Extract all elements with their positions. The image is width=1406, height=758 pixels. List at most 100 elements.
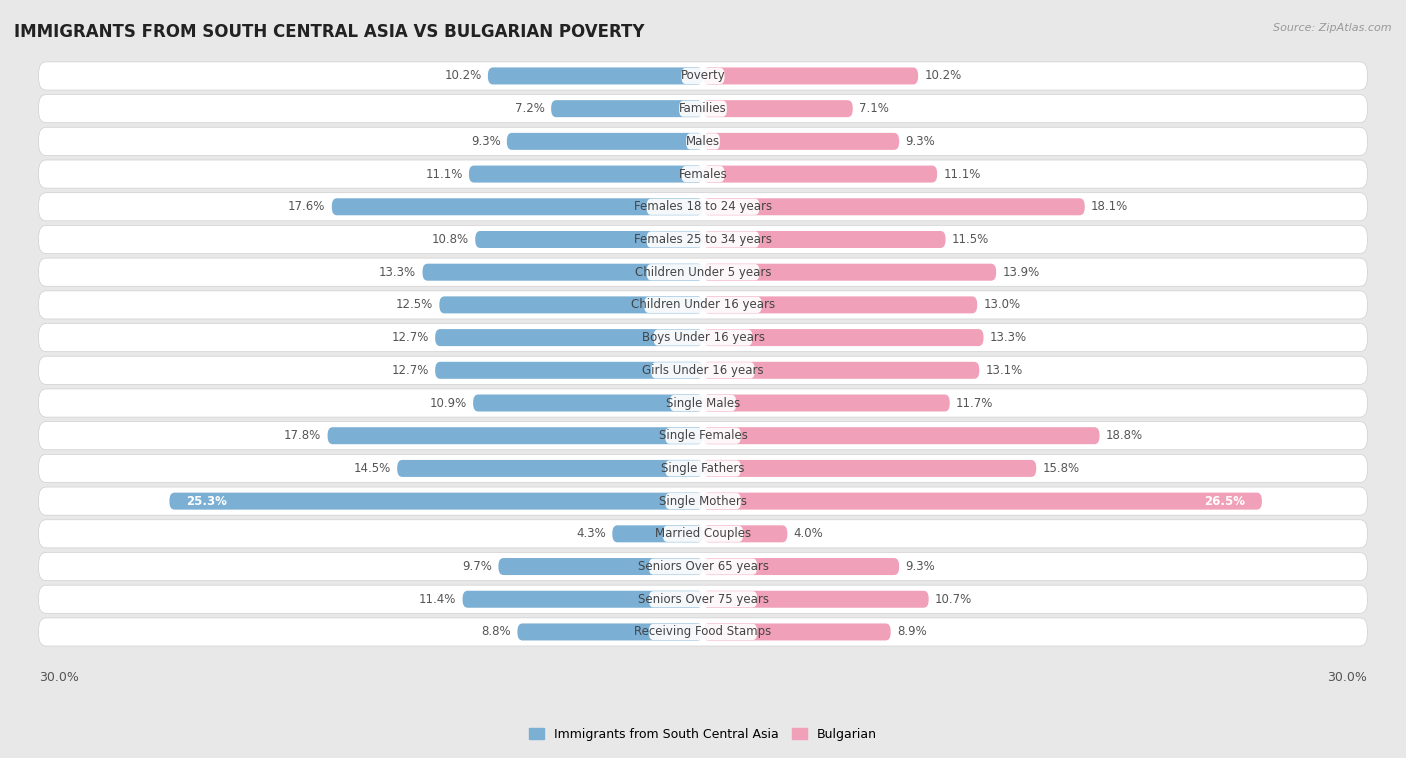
FancyBboxPatch shape — [703, 493, 1263, 509]
Text: 11.1%: 11.1% — [425, 168, 463, 180]
FancyBboxPatch shape — [613, 525, 703, 542]
FancyBboxPatch shape — [703, 199, 1085, 215]
FancyBboxPatch shape — [170, 493, 703, 509]
FancyBboxPatch shape — [650, 624, 756, 640]
FancyBboxPatch shape — [439, 296, 703, 313]
FancyBboxPatch shape — [38, 324, 1367, 352]
FancyBboxPatch shape — [703, 231, 945, 248]
FancyBboxPatch shape — [703, 67, 918, 84]
FancyBboxPatch shape — [38, 258, 1367, 287]
FancyBboxPatch shape — [38, 225, 1367, 253]
Text: 9.3%: 9.3% — [905, 135, 935, 148]
Text: 12.7%: 12.7% — [391, 331, 429, 344]
Text: 10.7%: 10.7% — [935, 593, 972, 606]
FancyBboxPatch shape — [665, 460, 741, 477]
FancyBboxPatch shape — [703, 296, 977, 313]
FancyBboxPatch shape — [328, 428, 703, 444]
Text: Females: Females — [679, 168, 727, 180]
Text: 10.2%: 10.2% — [925, 70, 962, 83]
FancyBboxPatch shape — [488, 67, 703, 84]
Text: 30.0%: 30.0% — [1327, 672, 1367, 684]
Text: Married Couples: Married Couples — [655, 528, 751, 540]
Text: 13.1%: 13.1% — [986, 364, 1022, 377]
FancyBboxPatch shape — [38, 160, 1367, 188]
Text: Single Females: Single Females — [658, 429, 748, 442]
Text: Seniors Over 65 years: Seniors Over 65 years — [637, 560, 769, 573]
FancyBboxPatch shape — [517, 623, 703, 641]
Text: Seniors Over 75 years: Seniors Over 75 years — [637, 593, 769, 606]
Text: Single Fathers: Single Fathers — [661, 462, 745, 475]
Text: Females 25 to 34 years: Females 25 to 34 years — [634, 233, 772, 246]
FancyBboxPatch shape — [38, 389, 1367, 417]
FancyBboxPatch shape — [38, 62, 1367, 90]
Text: 8.8%: 8.8% — [481, 625, 512, 638]
FancyBboxPatch shape — [332, 199, 703, 215]
FancyBboxPatch shape — [650, 591, 756, 607]
Text: 7.1%: 7.1% — [859, 102, 889, 115]
Text: 12.7%: 12.7% — [391, 364, 429, 377]
FancyBboxPatch shape — [422, 264, 703, 280]
FancyBboxPatch shape — [38, 193, 1367, 221]
FancyBboxPatch shape — [703, 165, 936, 183]
Text: Boys Under 16 years: Boys Under 16 years — [641, 331, 765, 344]
Text: 17.6%: 17.6% — [288, 200, 325, 213]
FancyBboxPatch shape — [703, 362, 979, 379]
FancyBboxPatch shape — [703, 460, 1036, 477]
Text: 11.5%: 11.5% — [952, 233, 988, 246]
Text: 13.3%: 13.3% — [380, 266, 416, 279]
Text: 30.0%: 30.0% — [38, 672, 79, 684]
FancyBboxPatch shape — [703, 133, 900, 150]
FancyBboxPatch shape — [703, 558, 900, 575]
Text: Families: Families — [679, 102, 727, 115]
Text: 10.9%: 10.9% — [430, 396, 467, 409]
Text: 18.1%: 18.1% — [1091, 200, 1128, 213]
FancyBboxPatch shape — [682, 166, 724, 182]
FancyBboxPatch shape — [647, 231, 759, 248]
FancyBboxPatch shape — [38, 95, 1367, 123]
FancyBboxPatch shape — [38, 487, 1367, 515]
FancyBboxPatch shape — [679, 101, 727, 117]
Text: Children Under 16 years: Children Under 16 years — [631, 299, 775, 312]
FancyBboxPatch shape — [436, 329, 703, 346]
Text: 4.3%: 4.3% — [576, 528, 606, 540]
Text: 9.7%: 9.7% — [463, 560, 492, 573]
FancyBboxPatch shape — [38, 553, 1367, 581]
FancyBboxPatch shape — [703, 525, 787, 542]
FancyBboxPatch shape — [647, 199, 759, 215]
FancyBboxPatch shape — [703, 100, 852, 117]
Text: 18.8%: 18.8% — [1105, 429, 1143, 442]
FancyBboxPatch shape — [475, 231, 703, 248]
Text: 11.4%: 11.4% — [419, 593, 456, 606]
Text: 25.3%: 25.3% — [186, 495, 228, 508]
Text: Single Mothers: Single Mothers — [659, 495, 747, 508]
Text: 11.7%: 11.7% — [956, 396, 994, 409]
FancyBboxPatch shape — [703, 329, 984, 346]
Legend: Immigrants from South Central Asia, Bulgarian: Immigrants from South Central Asia, Bulg… — [524, 723, 882, 746]
Text: Children Under 5 years: Children Under 5 years — [634, 266, 772, 279]
FancyBboxPatch shape — [508, 133, 703, 150]
Text: 9.3%: 9.3% — [905, 560, 935, 573]
FancyBboxPatch shape — [398, 460, 703, 477]
Text: 13.3%: 13.3% — [990, 331, 1026, 344]
Text: 13.0%: 13.0% — [984, 299, 1021, 312]
FancyBboxPatch shape — [499, 558, 703, 575]
FancyBboxPatch shape — [436, 362, 703, 379]
FancyBboxPatch shape — [38, 356, 1367, 384]
Text: 12.5%: 12.5% — [396, 299, 433, 312]
FancyBboxPatch shape — [703, 590, 929, 608]
FancyBboxPatch shape — [651, 362, 755, 378]
Text: 8.9%: 8.9% — [897, 625, 927, 638]
FancyBboxPatch shape — [551, 100, 703, 117]
Text: Single Males: Single Males — [666, 396, 740, 409]
Text: 4.0%: 4.0% — [793, 528, 824, 540]
FancyBboxPatch shape — [703, 428, 1099, 444]
Text: 17.8%: 17.8% — [284, 429, 321, 442]
FancyBboxPatch shape — [38, 291, 1367, 319]
FancyBboxPatch shape — [664, 526, 744, 542]
FancyBboxPatch shape — [38, 454, 1367, 483]
Text: IMMIGRANTS FROM SOUTH CENTRAL ASIA VS BULGARIAN POVERTY: IMMIGRANTS FROM SOUTH CENTRAL ASIA VS BU… — [14, 23, 644, 41]
Text: 26.5%: 26.5% — [1204, 495, 1246, 508]
FancyBboxPatch shape — [665, 493, 741, 509]
Text: 9.3%: 9.3% — [471, 135, 501, 148]
FancyBboxPatch shape — [703, 623, 891, 641]
